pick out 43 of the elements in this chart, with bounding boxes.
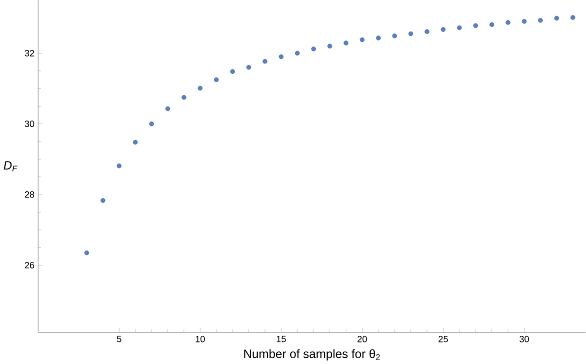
point xyxy=(132,140,138,145)
point xyxy=(522,19,527,24)
point xyxy=(116,164,122,168)
x-tick-label: 25 xyxy=(438,336,448,342)
point xyxy=(311,46,316,52)
point xyxy=(230,69,235,74)
x-tick-label: 20 xyxy=(358,336,367,342)
point xyxy=(506,20,510,25)
point xyxy=(327,44,332,49)
point xyxy=(392,34,398,38)
x-tick-label: 5 xyxy=(116,336,122,342)
y-axis-title: D$_{F}$ xyxy=(4,161,18,172)
point xyxy=(262,58,268,64)
point xyxy=(360,37,365,42)
point xyxy=(246,64,252,70)
x-axis-title: Number of samples for θ$_{2}$ xyxy=(244,349,380,361)
point xyxy=(198,86,203,91)
point xyxy=(294,50,300,56)
point xyxy=(424,29,430,34)
point xyxy=(554,16,560,21)
point xyxy=(165,106,170,112)
point xyxy=(489,22,494,28)
y-tick-label: 26 xyxy=(24,262,34,268)
point xyxy=(473,23,478,28)
point xyxy=(100,198,106,204)
point xyxy=(149,121,154,126)
point xyxy=(570,15,576,20)
point xyxy=(84,250,90,256)
y-tick-label: 32 xyxy=(24,50,34,56)
point xyxy=(344,40,348,46)
point xyxy=(538,18,543,23)
point xyxy=(376,36,381,40)
x-tick-label: 30 xyxy=(520,336,529,342)
point xyxy=(278,54,284,60)
point xyxy=(408,31,414,36)
point xyxy=(440,27,446,32)
x-tick-label: 10 xyxy=(196,336,205,342)
point xyxy=(214,77,219,82)
point xyxy=(182,94,186,100)
point xyxy=(456,25,462,30)
y-tick-label: 30 xyxy=(24,120,34,128)
x-tick-label: 15 xyxy=(276,336,286,342)
y-tick-label: 28 xyxy=(24,191,34,198)
